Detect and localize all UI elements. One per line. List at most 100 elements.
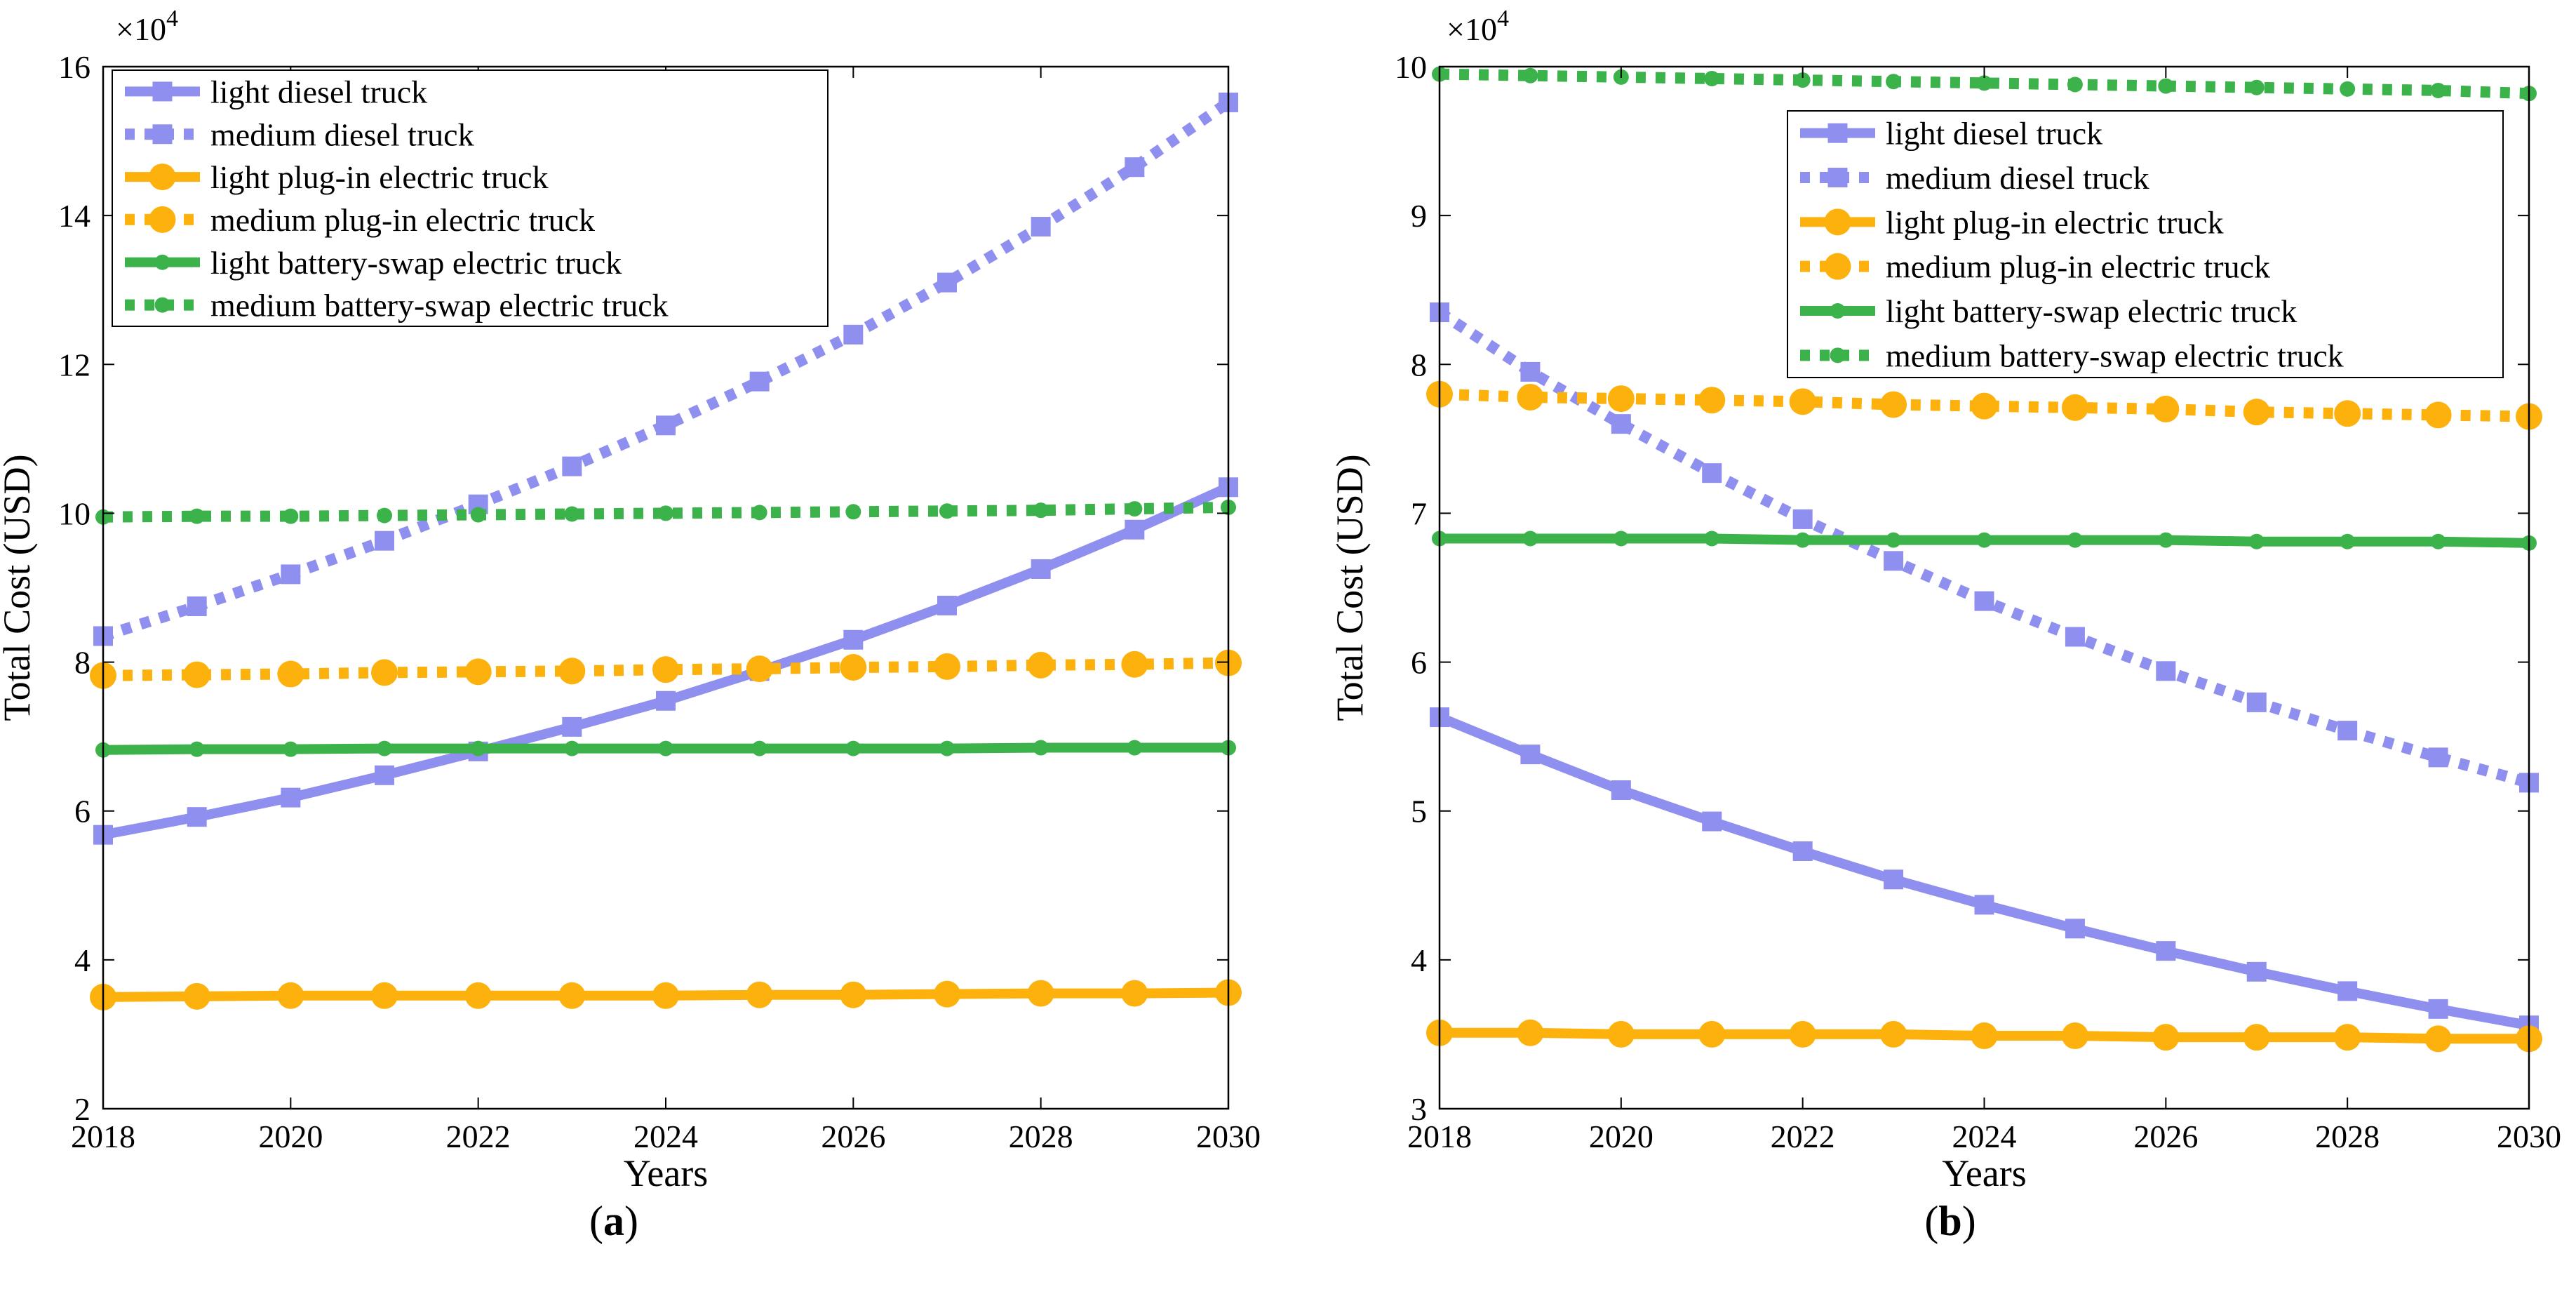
panel-label: (a) [589, 1198, 638, 1244]
data-point [1795, 532, 1811, 548]
data-point [377, 507, 392, 523]
data-point [1125, 519, 1145, 540]
data-point [2152, 1024, 2180, 1051]
y-tick-label: 8 [1411, 347, 1427, 382]
data-point [2340, 533, 2356, 549]
data-point [1607, 1020, 1635, 1048]
data-point [2430, 82, 2446, 98]
legend-box [112, 69, 829, 327]
legend-label: light plug-in electric truck [210, 159, 549, 195]
series-light-plug-in-electric-truck [90, 979, 1242, 1010]
data-point [564, 740, 580, 756]
data-point [2334, 400, 2361, 427]
data-point [2248, 79, 2265, 95]
data-point [1698, 1020, 1726, 1048]
data-point [2428, 747, 2448, 768]
data-point [464, 982, 492, 1009]
data-point [1886, 74, 1902, 90]
data-point [2067, 532, 2083, 548]
data-point [1698, 387, 1726, 414]
y-tick-label: 5 [1411, 794, 1427, 829]
y-tick-label: 12 [58, 347, 90, 382]
data-point [375, 765, 394, 785]
data-point [470, 740, 486, 756]
data-point [1127, 501, 1143, 517]
data-point [470, 507, 486, 523]
y-tick-label: 7 [1411, 495, 1427, 531]
data-point [1607, 385, 1635, 413]
y-tick-label: 10 [1395, 49, 1427, 85]
x-tick-label: 2024 [633, 1119, 698, 1154]
data-point [937, 595, 957, 615]
data-point [1522, 67, 1538, 84]
data-point [1611, 780, 1631, 801]
data-point [1792, 841, 1813, 861]
data-point [939, 503, 955, 519]
y-exponent-power: 4 [166, 6, 178, 32]
panel-label-letter: a [603, 1198, 624, 1244]
data-point [845, 504, 861, 520]
series-medium-plug-in-electric-truck [1426, 380, 2542, 430]
data-point [652, 656, 679, 683]
y-tick-label: 3 [1411, 1091, 1427, 1127]
data-point [277, 660, 304, 688]
series-light-diesel-truck [1430, 707, 2539, 1036]
x-tick-label: 2022 [446, 1119, 511, 1154]
data-point [1517, 1019, 1544, 1046]
data-point [1971, 392, 1998, 420]
data-point [2156, 661, 2176, 681]
data-point [658, 740, 673, 756]
y-tick-label: 10 [58, 495, 90, 531]
legend-marker [1830, 303, 1846, 319]
data-point [1517, 383, 1544, 411]
data-point [281, 564, 301, 585]
legend-marker [1824, 253, 1851, 280]
x-axis-label: Years [624, 1152, 709, 1194]
data-point [656, 690, 676, 711]
data-point [652, 982, 679, 1009]
legend-label: medium diesel truck [1886, 160, 2149, 196]
y-tick-label: 9 [1411, 198, 1427, 234]
data-point [1886, 532, 1902, 548]
legend-marker [152, 81, 173, 102]
legend-box [1787, 110, 2504, 378]
data-point [1522, 531, 1538, 547]
data-point [558, 658, 586, 685]
data-point [1702, 463, 1722, 483]
data-point [1031, 559, 1051, 579]
legend-marker [152, 124, 173, 145]
data-point [2061, 1022, 2088, 1050]
data-point [746, 981, 773, 1008]
data-point [2337, 721, 2358, 741]
data-point [2243, 1024, 2270, 1051]
data-point [2158, 78, 2174, 94]
data-point [183, 982, 210, 1010]
data-point [939, 740, 955, 756]
x-tick-label: 2020 [258, 1119, 323, 1154]
x-tick-label: 2018 [1407, 1119, 1472, 1154]
x-tick-label: 2020 [1589, 1119, 1653, 1154]
data-point [845, 740, 861, 756]
data-point [1520, 745, 1541, 765]
data-point [183, 661, 210, 688]
data-point [281, 787, 301, 808]
x-tick-label: 2024 [1952, 1119, 2017, 1154]
legend-label: light diesel truck [1886, 116, 2102, 152]
data-point [1520, 361, 1541, 382]
data-point [2065, 627, 2085, 647]
data-point [2430, 533, 2446, 549]
data-point [371, 659, 398, 686]
y-tick-label: 2 [74, 1091, 90, 1127]
data-point [1702, 811, 1722, 832]
series-light-battery-swap-electric-truck [1432, 531, 2537, 551]
data-point [187, 596, 207, 617]
data-point [2428, 999, 2448, 1019]
x-tick-label: 2028 [2315, 1119, 2380, 1154]
data-point [564, 506, 580, 522]
data-point [2340, 81, 2356, 97]
data-point [843, 324, 864, 345]
chart-panel-a: 2018 2020 2022 2024 2026 2028 2030 2 4 6 8 10 12 14 16… [0, 6, 1261, 1244]
data-point [1127, 740, 1143, 756]
legend-label: light battery-swap electric truck [1886, 293, 2297, 329]
series-medium-diesel-truck [93, 92, 1238, 646]
